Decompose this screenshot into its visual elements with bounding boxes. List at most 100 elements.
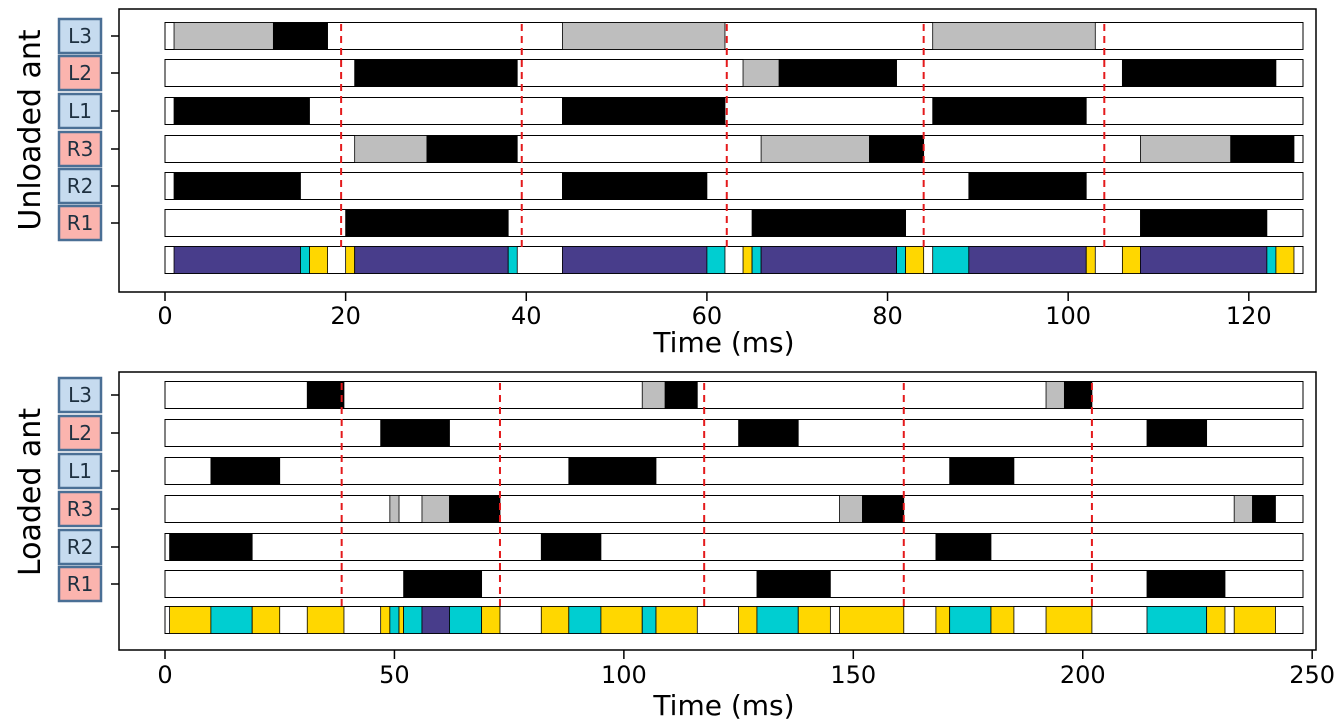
gray-segment — [1140, 135, 1232, 163]
combined-segment-yellow — [380, 606, 391, 634]
combined-segment-yellow — [251, 606, 281, 634]
gray-segment — [839, 495, 863, 523]
combined-segment-yellow — [905, 246, 925, 274]
x-tick-label: 20 — [330, 302, 361, 330]
leg-label-box — [57, 92, 103, 130]
leg-track — [164, 172, 1304, 200]
combined-segment-yellow — [1121, 246, 1141, 274]
combined-segment-cyan — [1146, 606, 1208, 634]
combined-segment-yellow — [398, 606, 405, 634]
leg-label: L2 — [68, 61, 92, 85]
stance-segment — [1140, 209, 1268, 237]
combined-segment-yellow — [839, 606, 905, 634]
combined-segment-cyan — [389, 606, 400, 634]
plot-frame — [118, 371, 1317, 651]
stance-segment — [403, 570, 483, 598]
combined-segment-yellow — [309, 246, 328, 274]
x-tick-label: 80 — [872, 302, 903, 330]
combined-segment-cyan — [949, 606, 992, 634]
x-axis-label: Time (ms) — [652, 326, 794, 359]
x-tick-label: 150 — [830, 661, 876, 689]
combined-track — [164, 606, 1304, 634]
combined-segment-cyan — [449, 606, 483, 634]
combined-segment-cyan — [751, 246, 762, 274]
leg-row-l3 — [164, 22, 1304, 50]
y-axis-label: Unloaded ant — [13, 29, 48, 231]
leg-track — [164, 97, 1304, 125]
combined-segment-yellow — [1085, 246, 1096, 274]
leg-row-r2 — [164, 172, 1304, 200]
stance-segment — [345, 209, 509, 237]
leg-row-l1 — [164, 97, 1304, 125]
leg-track — [164, 533, 1304, 561]
leg-row-r2 — [164, 533, 1304, 561]
x-axis-label: Time (ms) — [652, 689, 794, 722]
leg-label-box — [57, 130, 103, 168]
leg-track — [164, 570, 1304, 598]
stance-segment — [173, 172, 301, 200]
leg-label-box — [57, 17, 103, 55]
gray-segment — [354, 135, 428, 163]
leg-label-box — [57, 376, 103, 414]
combined-segment-yellow — [345, 246, 356, 274]
stance-segment — [968, 172, 1087, 200]
stance-segment — [756, 570, 831, 598]
stance-segment — [1063, 381, 1093, 409]
combined-row — [164, 606, 1304, 634]
gray-segment — [1233, 495, 1253, 523]
stance-segment — [869, 135, 925, 163]
combined-row — [164, 246, 1304, 274]
stance-segment — [1230, 135, 1295, 163]
leg-label-box — [57, 565, 103, 603]
stance-segment — [1146, 419, 1208, 447]
leg-label: R2 — [67, 174, 94, 198]
stance-segment — [738, 419, 799, 447]
gray-segment — [1045, 381, 1065, 409]
combined-segment-cyan — [210, 606, 253, 634]
stance-segment — [862, 495, 905, 523]
x-tick-label: 250 — [1289, 661, 1335, 689]
combined-segment-yellow — [306, 606, 345, 634]
combined-segment-yellow — [935, 606, 951, 634]
combined-segment-yellow — [1275, 246, 1295, 274]
stance-segment — [1252, 495, 1276, 523]
stance-segment — [561, 97, 726, 125]
combined-segment-yellow — [540, 606, 570, 634]
panel-1: L3 L2 L1 R3 R2 R1 0 20 40 60 80 100 120 Time (ms) Unlo… — [13, 8, 1317, 359]
leg-label-box — [57, 204, 103, 242]
x-tick-label: 120 — [1226, 302, 1272, 330]
combined-segment-cyan — [641, 606, 657, 634]
leg-label: R1 — [67, 211, 94, 235]
leg-row-r3 — [164, 135, 1304, 163]
combined-segment-yellow — [169, 606, 212, 634]
leg-row-r3 — [164, 495, 1304, 523]
combined-segment-yellow — [738, 606, 758, 634]
plot-frame — [118, 8, 1317, 293]
stance-segment — [568, 457, 657, 485]
combined-segment-yellow — [797, 606, 831, 634]
stance-segment — [540, 533, 602, 561]
stance-segment — [306, 381, 345, 409]
leg-row-l1 — [164, 457, 1304, 485]
stance-segment — [561, 172, 708, 200]
stance-segment — [935, 533, 992, 561]
x-tick-label: 40 — [511, 302, 542, 330]
y-axis-label: Loaded ant — [13, 408, 48, 576]
leg-track — [164, 419, 1304, 447]
combined-segment-yellow — [600, 606, 643, 634]
stance-segment — [751, 209, 907, 237]
combined-segment-yellow — [1206, 606, 1226, 634]
leg-label-box — [57, 490, 103, 528]
leg-label-box — [57, 414, 103, 452]
leg-row-l2 — [164, 419, 1304, 447]
stance-segment — [949, 457, 1015, 485]
x-tick-label: 200 — [1060, 661, 1106, 689]
leg-label: L1 — [68, 99, 92, 123]
leg-label-box — [57, 528, 103, 566]
leg-label: L1 — [68, 459, 92, 483]
leg-row-l2 — [164, 59, 1304, 87]
combined-segment-purple — [1140, 246, 1268, 274]
combined-segment-yellow — [990, 606, 1015, 634]
combined-segment-cyan — [1266, 246, 1277, 274]
